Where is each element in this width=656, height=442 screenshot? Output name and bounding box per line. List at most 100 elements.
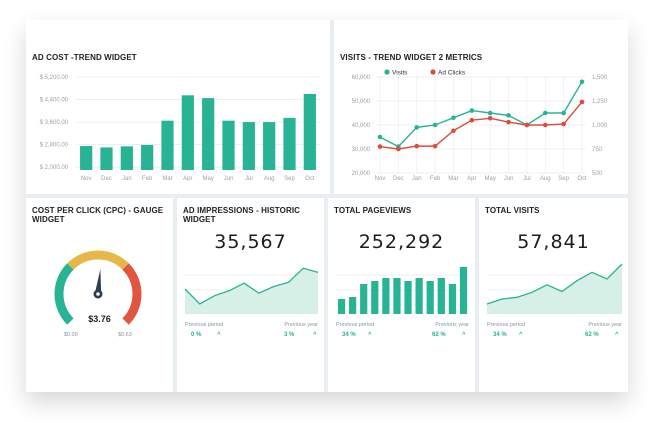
- x-tick-label: Sep: [284, 176, 295, 182]
- pageviews-chart: [336, 267, 469, 314]
- pageviews-value: 252,292: [358, 231, 445, 253]
- series-line: [379, 81, 583, 148]
- impressions-prev-label: Previous period: [185, 322, 224, 328]
- data-point: [579, 79, 585, 85]
- data-point: [414, 125, 420, 130]
- y-tick-label: $ 4,400.00: [40, 98, 69, 104]
- total-visits-widget: TOTAL VISITS 57,841 Previous period Prev…: [479, 198, 628, 392]
- area-line: [184, 267, 319, 305]
- x-tick-label: Dec: [101, 176, 112, 182]
- data-point: [451, 128, 456, 134]
- total-visits-prev-value: 34 %: [493, 332, 507, 338]
- bar: [283, 117, 296, 170]
- data-point: [506, 119, 511, 125]
- total-visits-chart: [486, 263, 623, 314]
- x-tick-label: Oct: [305, 176, 315, 182]
- data-point: [432, 122, 438, 128]
- x-tick-label: Feb: [142, 176, 153, 182]
- y-tick-label: $ 5,200.00: [40, 75, 69, 81]
- bar: [303, 93, 316, 170]
- right-y-tick-label: 1,500: [592, 75, 608, 81]
- x-tick-label: Dec: [393, 176, 404, 182]
- bar: [100, 147, 113, 170]
- gauge-segment-high: [122, 263, 142, 325]
- y-tick-label: $ 3,600.00: [40, 120, 69, 126]
- data-point: [469, 117, 475, 123]
- left-y-tick-label: 40,000: [352, 123, 371, 129]
- x-tick-label: Mar: [162, 176, 172, 182]
- bar: [337, 299, 346, 314]
- bar: [349, 297, 357, 314]
- ad-cost-title: AD COST -TREND WIDGET: [32, 53, 137, 62]
- x-tick-label: Jul: [245, 176, 253, 182]
- cpc-min-label: $0.00: [64, 332, 78, 338]
- bar: [393, 278, 401, 314]
- cpc-max-label: $0.63: [118, 332, 132, 338]
- data-point: [542, 122, 548, 128]
- impressions-value: 35,567: [214, 231, 287, 253]
- bar: [161, 120, 174, 170]
- visits-title: VISITS - TREND WIDGET 2 METRICS: [340, 53, 483, 62]
- bar: [415, 278, 423, 314]
- x-tick-label: May: [202, 176, 213, 182]
- data-point: [451, 115, 456, 121]
- data-point: [506, 113, 511, 118]
- x-tick-label: Jul: [523, 176, 531, 182]
- right-y-tick-label: 1,250: [592, 99, 608, 105]
- total-visits-prev-arrow-icon: ^: [519, 332, 523, 338]
- pageviews-year-arrow-icon: ^: [462, 332, 466, 338]
- data-point: [414, 143, 420, 149]
- area-fill: [185, 268, 318, 314]
- legend-marker: [384, 69, 390, 75]
- pageviews-year-value: 62 %: [432, 332, 446, 338]
- pageviews-prev-value: 34 %: [342, 332, 356, 338]
- left-y-tick-label: 50,000: [352, 99, 371, 105]
- total-visits-title: TOTAL VISITS: [485, 206, 540, 215]
- ad-cost-chart: $ 2,000.00 $ 2,800.00 $ 3,600.00 $ 4,400.00…: [40, 75, 320, 182]
- cpc-gauge: [54, 250, 142, 325]
- data-point: [542, 110, 548, 116]
- left-y-tick-label: 60,000: [352, 75, 371, 81]
- x-tick-label: Apr: [183, 176, 192, 182]
- legend-marker: [430, 69, 436, 75]
- data-point: [396, 146, 401, 152]
- data-point: [432, 143, 438, 149]
- dashboard: AD COST -TREND WIDGET $ 2,000.00 $ 2,800.…: [26, 20, 628, 392]
- right-y-tick-label: 750: [592, 147, 603, 153]
- series-line: [379, 101, 583, 150]
- x-tick-label: Sep: [558, 176, 569, 182]
- x-tick-label: Aug: [264, 176, 275, 182]
- pageviews-title: TOTAL PAGEVIEWS: [334, 206, 412, 215]
- impressions-title: AD IMPRESSIONS - HISTORIC WIDGET: [183, 206, 301, 224]
- impressions-year-value: 3 %: [284, 332, 295, 338]
- total-visits-prev-label: Previous period: [487, 322, 526, 328]
- pageviews-year-label: Previous year: [435, 322, 469, 328]
- total-visits-year-value: 62 %: [585, 332, 599, 338]
- x-tick-label: Nov: [375, 176, 386, 182]
- bar: [382, 278, 390, 314]
- area-line: [486, 263, 623, 305]
- bar: [437, 278, 445, 314]
- bar: [242, 122, 255, 170]
- cpc-value: $3.76: [88, 314, 111, 324]
- x-tick-label: Aug: [540, 176, 551, 182]
- bar: [80, 146, 93, 170]
- gauge-segment-low: [54, 263, 74, 325]
- right-y-tick-label: 500: [592, 171, 603, 177]
- area-fill: [487, 264, 622, 314]
- impressions-widget: AD IMPRESSIONS - HISTORIC WIDGET 35,567 …: [177, 198, 324, 392]
- total-visits-value: 57,841: [517, 231, 590, 253]
- gauge-segment-mid: [67, 250, 129, 270]
- bar: [141, 144, 154, 170]
- pageviews-prev-label: Previous period: [336, 322, 375, 328]
- visits-chart: 20,000 500 30,000 750 40,000 1,000 50,000 1,250…: [352, 69, 608, 182]
- data-point: [487, 115, 493, 121]
- impressions-year-label: Previous year: [284, 322, 318, 328]
- gauge-hub-center: [96, 292, 100, 296]
- pageviews-widget: TOTAL PAGEVIEWS 252,292 Previous period …: [328, 198, 475, 392]
- cpc-widget: COST PER CLICK (CPC) - GAUGE WIDGET $3.7…: [26, 198, 173, 392]
- bar: [222, 120, 235, 170]
- bar: [448, 284, 456, 314]
- ad-cost-widget: AD COST -TREND WIDGET $ 2,000.00 $ 2,800.…: [26, 20, 330, 194]
- x-tick-label: Oct: [577, 176, 587, 182]
